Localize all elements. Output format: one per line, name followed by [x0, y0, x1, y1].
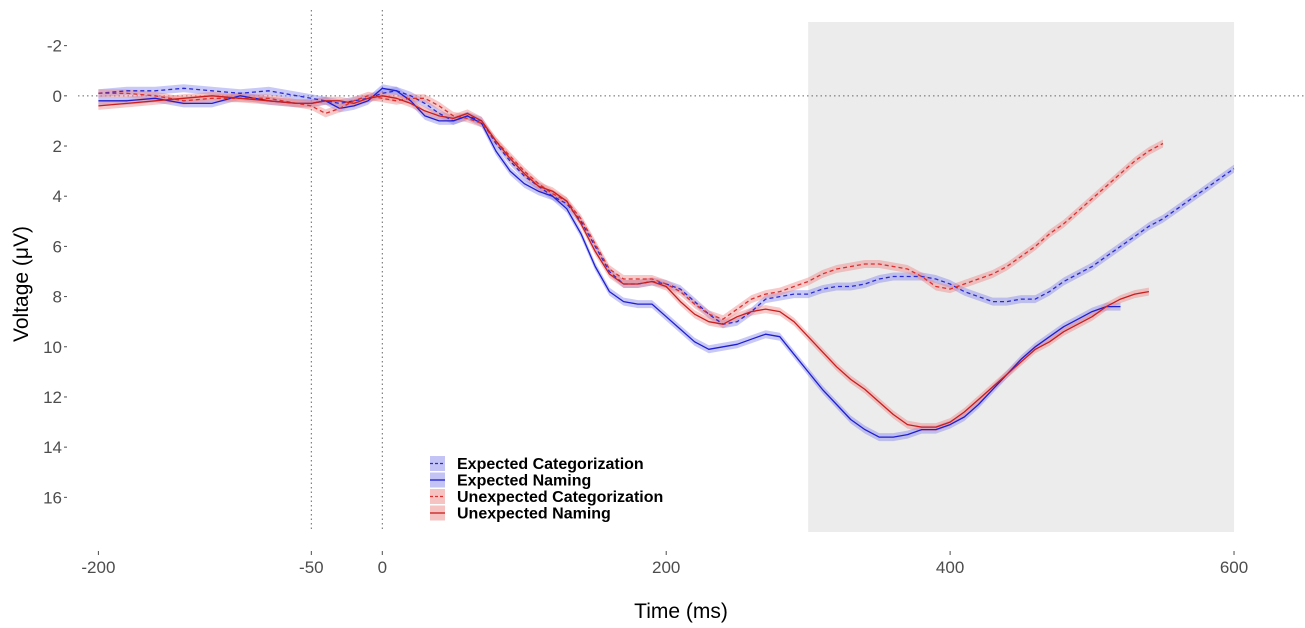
x-axis-title: Time (ms)	[634, 600, 728, 623]
series-line-3	[98, 95, 1150, 428]
y-axis-title: Voltage (μV)	[10, 226, 33, 342]
reference-lines	[78, 10, 1305, 532]
y-tick-label: -2	[47, 37, 62, 56]
y-tick-label: 0	[53, 87, 62, 106]
x-axis-ticks: -200 -50 0 200 400 600	[81, 551, 1248, 577]
y-tick-label: 8	[53, 288, 62, 307]
series-band-2	[98, 89, 1163, 324]
legend-label: Expected Categorization	[457, 456, 644, 473]
y-tick-label: 12	[43, 388, 62, 407]
legend-label: Unexpected Categorization	[457, 489, 663, 506]
x-tick-label: -50	[299, 558, 324, 577]
x-tick-label: 0	[378, 558, 387, 577]
background-layer	[808, 22, 1235, 532]
y-tick-label: 16	[43, 488, 62, 507]
x-tick-label: 600	[1220, 558, 1248, 577]
y-tick-label: 2	[53, 137, 62, 156]
x-tick-label: 200	[652, 558, 680, 577]
y-tick-label: 4	[53, 187, 62, 206]
confidence-bands	[98, 84, 1234, 442]
y-tick-label: 14	[43, 438, 62, 457]
y-axis-ticks: -2 0 2 4 6 8 10 12 14 16	[43, 37, 67, 507]
series-lines	[98, 87, 1235, 438]
x-tick-label: 400	[936, 558, 964, 577]
series-line-2	[98, 92, 1164, 320]
x-tick-label: -200	[81, 558, 115, 577]
y-tick-label: 10	[43, 338, 62, 357]
legend-label: Unexpected Naming	[457, 506, 611, 523]
y-tick-label: 6	[53, 237, 62, 256]
analysis-window-shade	[808, 22, 1235, 532]
series-line-1	[98, 87, 1121, 438]
legend-label: Expected Naming	[457, 473, 591, 490]
